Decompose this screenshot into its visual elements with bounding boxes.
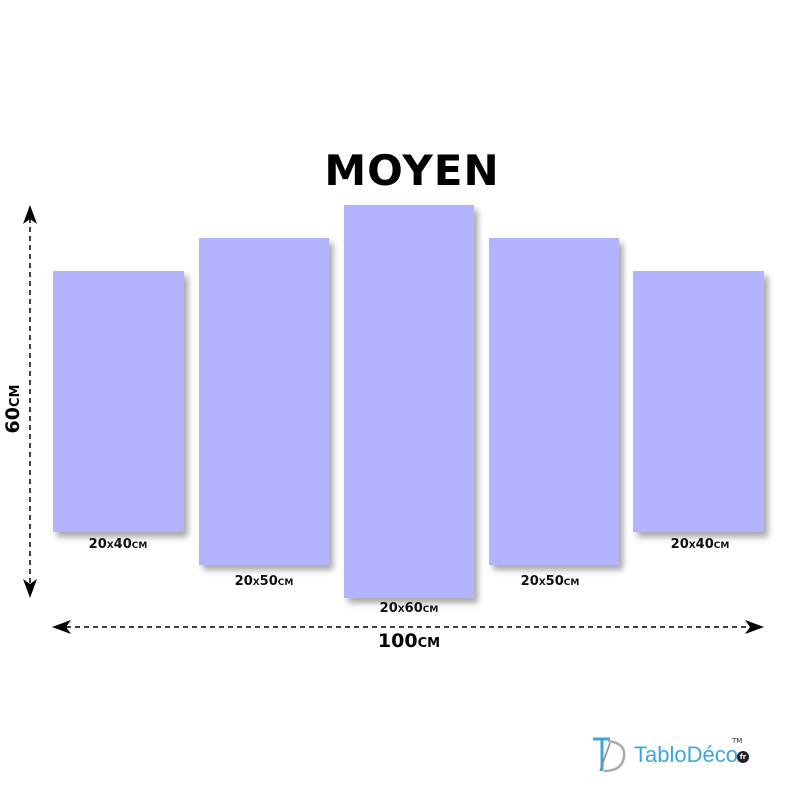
canvas-panel-1 (53, 271, 184, 532)
arrow-down-icon (23, 579, 37, 598)
canvas-panel-4 (489, 238, 619, 565)
panel-size-label: 20x50cm (234, 574, 294, 589)
brand-logo: TabloDéco TM fr (590, 735, 760, 775)
logo-text: TabloDéco (634, 742, 738, 767)
logo-mark-icon (593, 737, 626, 773)
canvas-panel-5 (633, 271, 764, 532)
arrow-right-icon (745, 620, 764, 634)
canvas-panel-3 (344, 205, 474, 598)
arrow-up-icon (23, 205, 37, 224)
panel-size-label: 20x60cm (379, 601, 439, 616)
canvas-panel-2 (199, 238, 329, 565)
panel-size-label: 20x50cm (520, 574, 580, 589)
size-title: MOYEN (324, 146, 500, 195)
logo-tld-badge: fr (737, 751, 749, 763)
panel-size-label: 20x40cm (88, 537, 148, 552)
arrow-left-icon (52, 620, 71, 634)
panel-size-label: 20x40cm (670, 537, 730, 552)
logo-tm: TM (732, 737, 743, 745)
total-width-label: 100cm (377, 630, 441, 652)
total-height-label: 60cm (2, 384, 24, 434)
